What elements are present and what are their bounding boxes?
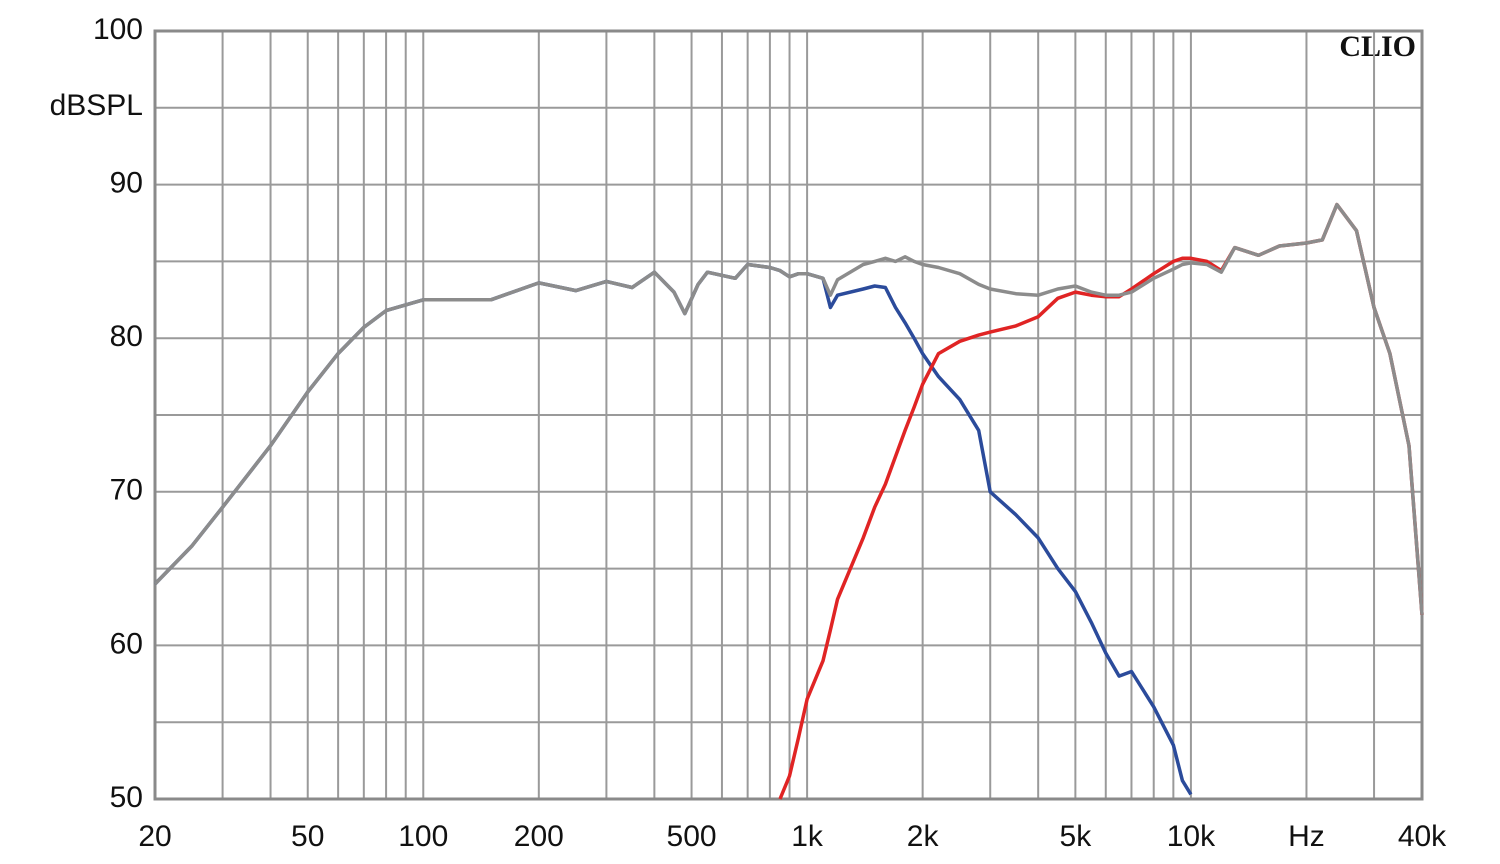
- y-tick-label: 100: [93, 13, 143, 46]
- x-tick-label: 200: [514, 820, 564, 853]
- series-line: [153, 202, 1424, 615]
- x-tick-label: 1k: [791, 820, 824, 853]
- annotation: CLIO: [1339, 30, 1416, 63]
- x-tick-label: 5k: [1060, 820, 1093, 853]
- x-tick-label: 40k: [1398, 820, 1447, 853]
- y-tick-label: 90: [110, 167, 143, 200]
- x-tick-label: 500: [667, 820, 717, 853]
- x-tick-label: 10k: [1167, 820, 1216, 853]
- x-tick-label: 50: [291, 820, 324, 853]
- y-tick-label: 50: [110, 781, 143, 814]
- y-axis-label: dBSPL: [50, 89, 143, 122]
- plot-border: [153, 29, 1424, 801]
- x-tick-label: 20: [138, 820, 171, 853]
- series-line: [153, 262, 1193, 796]
- x-tick-label: 2k: [907, 820, 940, 853]
- y-tick-label: 80: [110, 320, 143, 353]
- x-tick-label: 100: [398, 820, 448, 853]
- y-tick-label: 70: [110, 474, 143, 507]
- y-tick-label: 60: [110, 627, 143, 660]
- x-tick-label: Hz: [1288, 820, 1325, 853]
